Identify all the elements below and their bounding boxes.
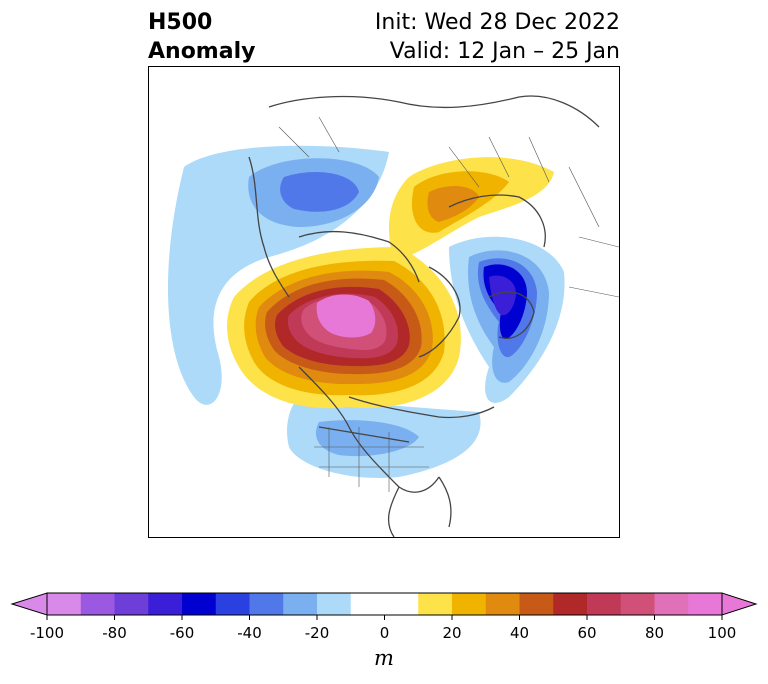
- colorbar-tick-label: 40: [509, 624, 530, 642]
- colorbar-segment: [114, 593, 149, 615]
- colorbar-segment: [182, 593, 217, 615]
- colorbar-segment: [688, 593, 723, 615]
- colorbar-tick-label: -100: [29, 624, 65, 642]
- map-title: H500 Anomaly: [148, 8, 255, 66]
- colorbar-segment: [620, 593, 655, 615]
- valid-range: Valid: 12 Jan – 25 Jan: [389, 39, 620, 64]
- colorbar-segment: [215, 593, 250, 615]
- neg-anomaly-atlantic-center: [489, 275, 517, 316]
- colorbar-segment: [317, 593, 352, 615]
- init-date: Init: Wed 28 Dec 2022: [374, 10, 620, 35]
- colorbar-segment: [452, 593, 487, 615]
- title-line-2: Anomaly: [148, 39, 256, 64]
- colorbar: [0, 580, 768, 680]
- colorbar-tick-label: -40: [237, 624, 262, 642]
- colorbar-extend-high: [721, 592, 758, 616]
- neg-anomaly-eurasia-core: [280, 172, 359, 212]
- colorbar-tick-label: 60: [577, 624, 597, 642]
- colorbar-tick-label: -80: [102, 624, 127, 642]
- colorbar-tick-label: 20: [442, 624, 462, 642]
- colorbar-segment: [384, 593, 419, 615]
- colorbar-segment: [80, 593, 115, 615]
- colorbar-segment: [553, 593, 588, 615]
- pos-anomaly-arctic-core: [316, 294, 376, 338]
- colorbar-segment: [148, 593, 183, 615]
- borders: [278, 116, 619, 492]
- colorbar-segment: [485, 593, 520, 615]
- colorbar-graphic: [10, 592, 758, 620]
- colorbar-extend-low: [10, 592, 48, 616]
- colorbar-unit-label: m: [374, 646, 394, 670]
- colorbar-segment: [283, 593, 318, 615]
- colorbar-segment: [350, 593, 385, 615]
- pos-anomaly-europe-core: [427, 185, 479, 222]
- colorbar-tick-label: 80: [644, 624, 665, 642]
- colorbar-segment: [418, 593, 453, 615]
- title-line-1: H500: [148, 10, 213, 35]
- coastlines: [248, 95, 600, 537]
- anomaly-map: [148, 66, 620, 538]
- colorbar-tick-label: -20: [304, 624, 330, 642]
- colorbar-tick-label: -60: [169, 624, 195, 642]
- colorbar-segment: [47, 593, 82, 615]
- colorbar-tick-label: 0: [379, 624, 390, 642]
- map-dates: Init: Wed 28 Dec 2022 Valid: 12 Jan – 25…: [375, 8, 620, 66]
- colorbar-segment: [654, 593, 689, 615]
- colorbar-segment: [519, 593, 554, 615]
- colorbar-tick-label: 100: [707, 624, 737, 642]
- colorbar-segment: [587, 593, 622, 615]
- colorbar-segment: [249, 593, 284, 615]
